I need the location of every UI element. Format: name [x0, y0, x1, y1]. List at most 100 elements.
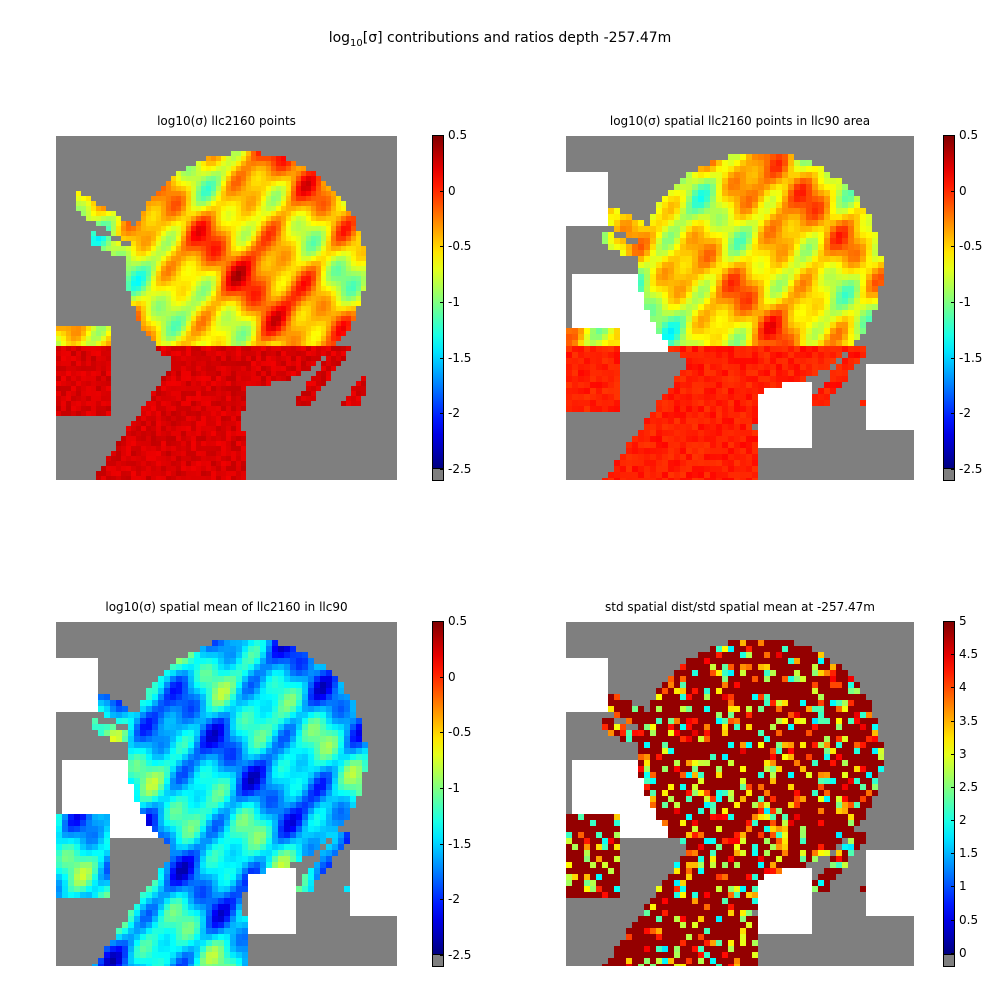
heatmap-cell	[668, 244, 674, 250]
heatmap-cell	[186, 456, 191, 461]
heatmap-cell	[650, 220, 656, 226]
heatmap-cell	[191, 406, 196, 411]
heatmap-cell	[830, 298, 836, 304]
heatmap-cell	[836, 178, 842, 184]
heatmap-cell	[196, 326, 201, 331]
heatmap-cell	[686, 424, 692, 430]
heatmap-cell	[356, 236, 361, 241]
heatmap-cell	[196, 431, 201, 436]
heatmap-cell	[872, 304, 878, 310]
heatmap-cell	[106, 331, 111, 336]
heatmap-cell	[256, 261, 261, 266]
missing-cell	[602, 208, 608, 214]
heatmap-cell	[740, 244, 746, 250]
heatmap-cell	[776, 334, 782, 340]
heatmap-cell	[261, 286, 266, 291]
heatmap-cell	[126, 286, 131, 291]
heatmap-cell	[136, 431, 141, 436]
heatmap-cell	[740, 298, 746, 304]
heatmap-cell	[71, 351, 76, 356]
heatmap-cell	[728, 160, 734, 166]
missing-cell	[782, 436, 788, 442]
heatmap-cell	[704, 262, 710, 268]
heatmap-cell	[321, 311, 326, 316]
heatmap-cell	[644, 472, 650, 478]
heatmap-cell	[764, 304, 770, 310]
heatmap-cell	[101, 206, 106, 211]
heatmap-cell	[276, 181, 281, 186]
heatmap-cell	[266, 171, 271, 176]
heatmap-cell	[692, 454, 698, 460]
heatmap-cell	[824, 256, 830, 262]
heatmap-cell	[596, 388, 602, 394]
heatmap-cell	[752, 286, 758, 292]
missing-cell	[584, 214, 590, 220]
heatmap-cell	[632, 442, 638, 448]
heatmap-cell	[866, 274, 872, 280]
missing-cell	[68, 682, 74, 688]
heatmap-cell	[361, 381, 366, 386]
heatmap-cell	[291, 326, 296, 331]
heatmap-cell	[788, 214, 794, 220]
heatmap-cell	[276, 316, 281, 321]
heatmap-cell	[196, 201, 201, 206]
heatmap-cell	[812, 298, 818, 304]
heatmap-cell	[746, 442, 752, 448]
heatmap-cell	[126, 471, 131, 476]
heatmap-cell	[241, 311, 246, 316]
heatmap-cell	[788, 310, 794, 316]
heatmap-cell	[136, 251, 141, 256]
heatmap-cell	[166, 456, 171, 461]
heatmap-cell	[608, 478, 614, 480]
heatmap-cell	[171, 356, 176, 361]
heatmap-cell	[151, 211, 156, 216]
heatmap-cell	[788, 178, 794, 184]
heatmap-cell	[166, 266, 171, 271]
colorbar-tick-mark	[951, 301, 955, 303]
heatmap-cell	[704, 286, 710, 292]
heatmap-cell	[231, 426, 236, 431]
heatmap-cell	[91, 361, 96, 366]
heatmap-cell	[336, 216, 341, 221]
missing-cell	[782, 418, 788, 424]
heatmap-cell	[291, 331, 296, 336]
heatmap-cell	[770, 370, 776, 376]
heatmap-cell	[241, 171, 246, 176]
heatmap-cell	[662, 226, 668, 232]
heatmap-cell	[842, 364, 848, 370]
heatmap-cell	[201, 286, 206, 291]
heatmap-cell	[704, 328, 710, 334]
heatmap-cell	[326, 211, 331, 216]
heatmap-cell	[171, 381, 176, 386]
heatmap-cell	[196, 276, 201, 281]
missing-cell	[758, 412, 764, 418]
heatmap-cell	[121, 436, 126, 441]
heatmap-cell	[608, 208, 614, 214]
heatmap-cell	[266, 682, 272, 688]
heatmap-cell	[782, 316, 788, 322]
heatmap-cell	[806, 214, 812, 220]
heatmap-cell	[722, 442, 728, 448]
colorbar-tick-mark	[440, 468, 444, 470]
heatmap-cell	[698, 250, 704, 256]
heatmap-cell	[201, 311, 206, 316]
heatmap-cell	[361, 391, 366, 396]
heatmap-cell	[608, 352, 614, 358]
heatmap-cell	[740, 340, 746, 346]
heatmap-cell	[746, 472, 752, 478]
heatmap-cell	[316, 201, 321, 206]
heatmap-cell	[351, 391, 356, 396]
heatmap-cell	[758, 214, 764, 220]
heatmap-cell	[788, 322, 794, 328]
missing-cell	[80, 670, 86, 676]
missing-cell	[788, 412, 794, 418]
heatmap-cell	[746, 274, 752, 280]
missing-cell	[884, 424, 890, 430]
heatmap-cell	[111, 456, 116, 461]
heatmap-cell	[241, 466, 246, 471]
heatmap-cell	[728, 286, 734, 292]
heatmap-cell	[211, 396, 216, 401]
heatmap-cell	[746, 238, 752, 244]
heatmap-cell	[361, 376, 366, 381]
heatmap-cell	[171, 281, 176, 286]
